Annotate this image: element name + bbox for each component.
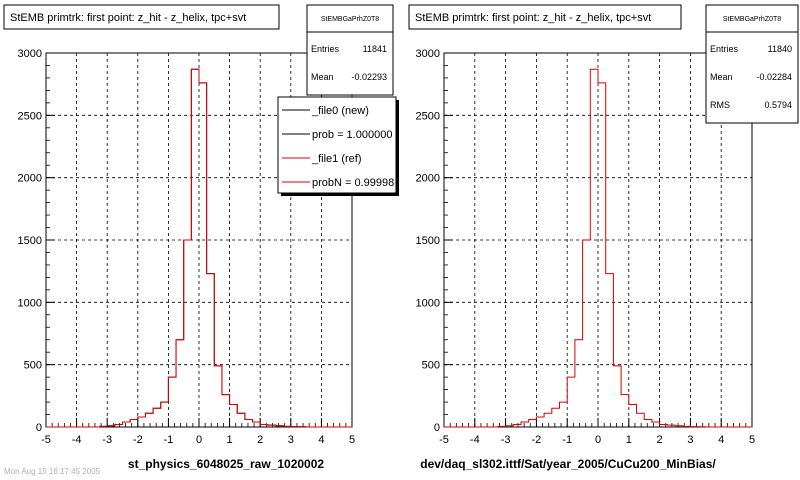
y-tick-label: 2000	[18, 173, 42, 185]
legend-entry-label: _file1 (ref)	[311, 153, 362, 165]
stats-mean-label: Mean	[311, 72, 334, 82]
x-tick-label: 0	[595, 434, 601, 446]
y-tick-label: 0	[434, 422, 440, 434]
y-tick-label: 500	[422, 360, 440, 372]
title-box	[408, 4, 682, 30]
x-tick-label: -3	[501, 434, 511, 446]
footer-timestamp: Mon Aug 15 16:17:45 2005	[4, 467, 101, 476]
title-box	[3, 4, 280, 30]
x-tick-label: 0	[196, 434, 202, 446]
y-tick-label: 1500	[18, 235, 42, 247]
stats-entries-value: 11840	[768, 44, 792, 54]
y-tick-label: 3000	[416, 48, 440, 60]
legend-box	[277, 96, 397, 194]
x-tick-label: 5	[349, 434, 355, 446]
x-tick-label: -1	[164, 434, 174, 446]
stats-mean-label: Mean	[710, 72, 733, 82]
x-axis-title: st_physics_6048025_raw_1020002	[128, 457, 324, 471]
x-tick-label: 3	[687, 434, 693, 446]
stats-entries-label: Entries	[311, 44, 340, 54]
y-tick-label: 1500	[416, 235, 440, 247]
y-tick-label: 3000	[18, 48, 42, 60]
right-histogram-panel: -5 -4 -3 -2 -1 0 1 2 3 4 5 0 500 1000 1500 2000 2500 3000…	[408, 4, 799, 471]
y-tick-label: 2500	[18, 110, 42, 122]
stats-rms-label: RMS	[710, 100, 730, 110]
stats-box-name: StEMBGaPrhZ0T8	[723, 16, 781, 23]
stats-mean-value: -0.02284	[756, 72, 792, 82]
x-tick-label: 1	[626, 434, 632, 446]
series-1-histogram	[46, 68, 352, 428]
y-tick-label: 2500	[416, 110, 440, 122]
stats-mean-value: -0.02293	[351, 72, 387, 82]
y-tick-label: 0	[36, 422, 42, 434]
x-tick-label: -5	[439, 434, 449, 446]
x-tick-label: 2	[257, 434, 263, 446]
y-tick-label: 500	[24, 360, 42, 372]
legend-entry-label: prob = 1.000000	[312, 129, 392, 141]
x-tick-label: 2	[657, 434, 663, 446]
x-tick-label: 3	[288, 434, 294, 446]
y-tick-label: 1000	[416, 297, 440, 309]
x-tick-label: -2	[532, 434, 542, 446]
stats-box-name: StEMBGaPrhZ0T8	[321, 16, 379, 23]
x-tick-label: 4	[318, 434, 324, 446]
stats-entries-label: Entries	[710, 44, 739, 54]
x-tick-label: 5	[749, 434, 755, 446]
x-tick-label: -3	[102, 434, 112, 446]
x-tick-label: -4	[72, 434, 82, 446]
x-axis-title: dev/daq_sl302.ittf/Sat/year_2005/CuCu200…	[420, 457, 716, 471]
chart-title: StEMB primtrk: first point: z_hit - z_he…	[10, 12, 246, 24]
stats-box	[306, 4, 394, 96]
x-tick-label: 1	[227, 434, 233, 446]
chart-title: StEMB primtrk: first point: z_hit - z_he…	[415, 12, 651, 24]
series-0-histogram	[444, 68, 752, 428]
stats-box	[705, 4, 799, 124]
legend-entry-label: probN = 0.99998	[312, 177, 394, 189]
left-histogram-panel: -5 -4 -3 -2 -1 0 1 2 3 4 5 0 500 1000 1500 2000 2500 3000…	[3, 4, 399, 471]
x-tick-label: -5	[41, 434, 51, 446]
y-tick-label: 2000	[416, 173, 440, 185]
stats-entries-value: 11841	[363, 44, 387, 54]
x-tick-label: -1	[562, 434, 572, 446]
x-tick-label: -2	[133, 434, 143, 446]
x-tick-label: 4	[718, 434, 724, 446]
legend-entry-label: _file0 (new)	[311, 105, 369, 117]
x-tick-label: -4	[470, 434, 480, 446]
y-tick-label: 1000	[18, 297, 42, 309]
stats-rms-value: 0.5794	[764, 100, 792, 110]
